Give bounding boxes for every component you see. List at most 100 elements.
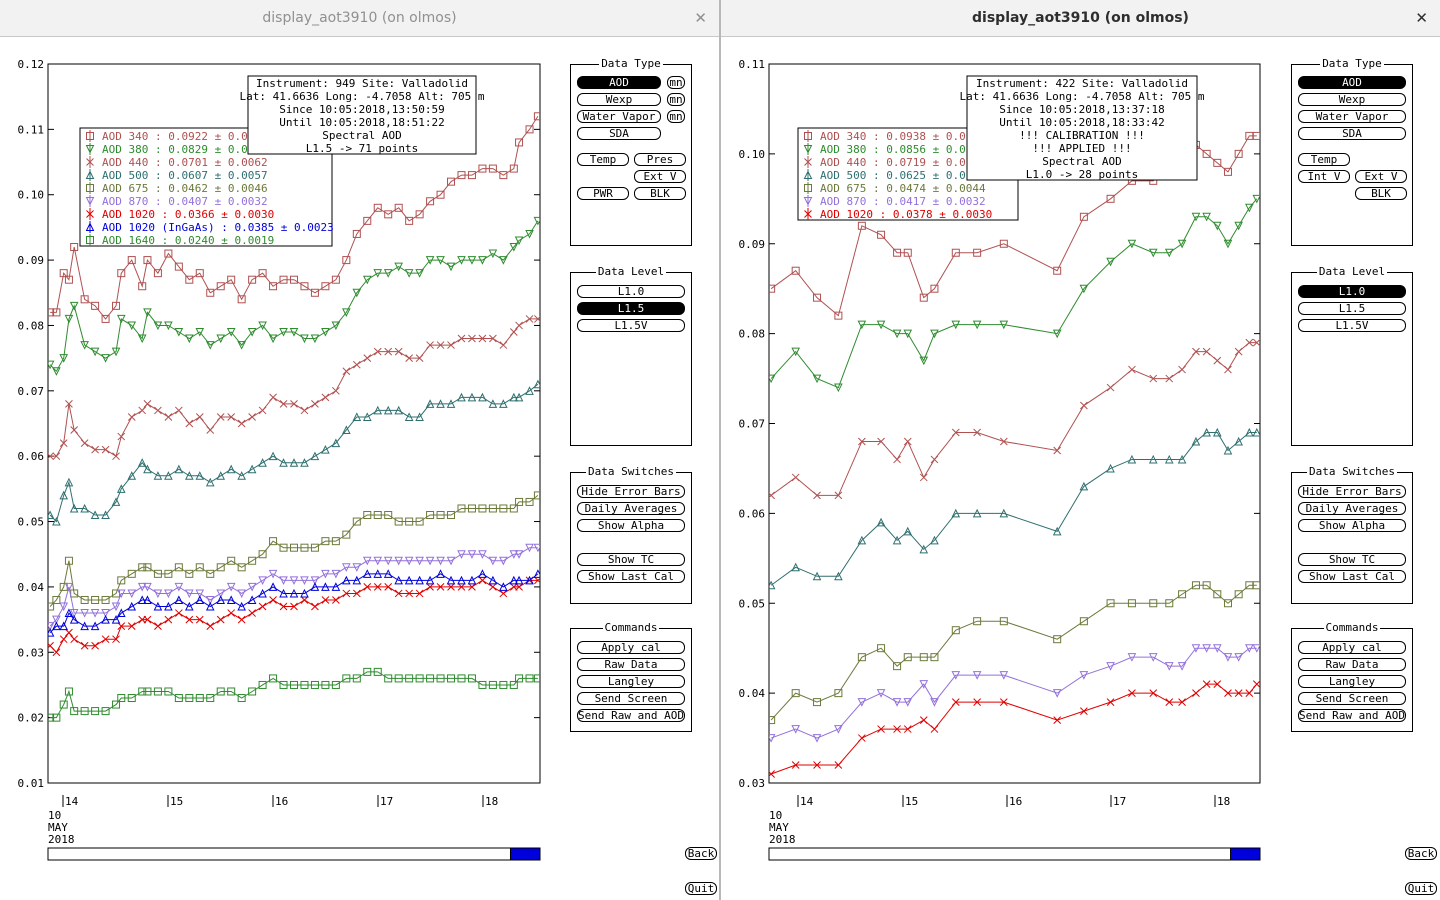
show-last-cal-button[interactable]: Show Last Cal [1298, 570, 1406, 583]
data-point [999, 671, 1009, 680]
sda-button[interactable]: SDA [577, 127, 661, 140]
y-tick-label: 0.02 [18, 712, 45, 725]
info-line: Lat: 41.6636 Long: -4.7058 Alt: 705 m [239, 90, 484, 103]
raw-data-button[interactable]: Raw Data [1298, 658, 1406, 671]
send-raw-and-aod-button[interactable]: Send Raw and AOD [1298, 709, 1406, 722]
data-point [195, 589, 205, 599]
data-point [268, 582, 278, 591]
level-l15v-button[interactable]: L1.5V [577, 319, 685, 332]
data-point [268, 569, 278, 579]
langley-button[interactable]: Langley [1298, 675, 1406, 688]
data-point [127, 471, 137, 480]
langley-button[interactable]: Langley [577, 675, 685, 688]
data-point [52, 713, 61, 722]
info-line: !!! APPLIED !!! [1032, 142, 1131, 155]
level-l10-button[interactable]: L1.0 [1298, 285, 1406, 298]
data-point [1128, 689, 1136, 697]
aod-button[interactable]: AOD [577, 76, 661, 89]
show-last-cal-button[interactable]: Show Last Cal [577, 570, 685, 583]
data-point [533, 543, 540, 553]
ext-v-button[interactable]: Ext V [634, 170, 686, 183]
wexp-button[interactable]: Wexp [577, 93, 661, 106]
show-tc-button[interactable]: Show TC [1298, 553, 1406, 566]
water-vapor-mn-button[interactable]: mn [667, 110, 685, 123]
close-icon[interactable]: ✕ [1415, 9, 1428, 27]
blk-button[interactable]: BLK [1355, 187, 1407, 200]
data-point [384, 583, 393, 591]
data-point [1106, 194, 1115, 203]
pwr-button[interactable]: PWR [577, 187, 629, 200]
info-line: Instrument: 422 Site: Valladolid [976, 77, 1188, 90]
data-point [951, 508, 961, 518]
data-point [290, 543, 298, 552]
data-point [195, 471, 205, 480]
y-tick-label: 0.11 [739, 58, 766, 71]
data-point [525, 229, 534, 239]
water-vapor-button[interactable]: Water Vapor [1298, 110, 1406, 123]
aod-mn-button[interactable]: mn [667, 76, 685, 89]
temp-button[interactable]: Temp [1298, 153, 1350, 166]
back-button[interactable]: Back [1405, 847, 1437, 860]
hide-error-bars-button[interactable]: Hide Error Bars [1298, 485, 1406, 498]
send-screen-button[interactable]: Send Screen [1298, 692, 1406, 705]
back-button[interactable]: Back [685, 847, 717, 860]
level-l15-button[interactable]: L1.5 [1298, 302, 1406, 315]
data-point [405, 216, 414, 225]
temp-button[interactable]: Temp [577, 153, 629, 166]
data-point [227, 275, 236, 284]
level-l15-button[interactable]: L1.5 [577, 302, 685, 315]
data-point [90, 621, 100, 631]
data-point [342, 425, 351, 435]
data-point [1213, 590, 1222, 599]
water-vapor-button[interactable]: Water Vapor [577, 110, 661, 123]
window-titlebar[interactable]: display_aot3910 (on olmos) ✕ [0, 0, 719, 37]
int-v-button[interactable]: Int V [1298, 170, 1350, 183]
show-tc-button[interactable]: Show TC [577, 553, 685, 566]
data-point [137, 595, 147, 604]
data-point [154, 406, 162, 415]
quit-button[interactable]: Quit [1405, 882, 1437, 895]
data-point [279, 327, 288, 337]
data-point [903, 526, 913, 536]
hide-error-bars-button[interactable]: Hide Error Bars [577, 485, 685, 498]
data-point [1245, 644, 1254, 653]
send-raw-and-aod-button[interactable]: Send Raw and AOD [577, 709, 685, 722]
wexp-button[interactable]: Wexp [1298, 93, 1406, 106]
show-alpha-button[interactable]: Show Alpha [577, 519, 685, 532]
data-point [1212, 221, 1222, 231]
daily-averages-button[interactable]: Daily Averages [1298, 502, 1406, 515]
data-point [1106, 383, 1115, 392]
data-point [383, 405, 393, 415]
daily-averages-button[interactable]: Daily Averages [577, 502, 685, 515]
blk-button[interactable]: BLK [634, 187, 686, 200]
data-point [515, 497, 524, 506]
level-l15v-button[interactable]: L1.5V [1298, 319, 1406, 332]
pres-button[interactable]: Pres [634, 153, 686, 166]
apply-cal-button[interactable]: Apply cal [577, 641, 685, 654]
window-titlebar[interactable]: display_aot3910 (on olmos) ✕ [721, 0, 1440, 37]
data-point [195, 269, 204, 278]
data-point [1234, 221, 1243, 231]
data-point [1178, 365, 1186, 374]
aod-plot[interactable]: 0.03 0.04 0.05 0.06 0.07 0.08 0.09 0.10 0.11 14 15… [721, 36, 1440, 900]
data-point [216, 687, 225, 696]
sda-button[interactable]: SDA [1298, 127, 1406, 140]
data-point [405, 674, 414, 683]
send-screen-button[interactable]: Send Screen [577, 692, 685, 705]
wexp-mn-button[interactable]: mn [667, 93, 685, 106]
show-alpha-button[interactable]: Show Alpha [1298, 519, 1406, 532]
data-point [857, 320, 867, 330]
close-icon[interactable]: ✕ [694, 9, 707, 27]
data-point [478, 256, 487, 265]
quit-button[interactable]: Quit [685, 882, 717, 895]
aod-plot[interactable]: 0.01 0.02 0.03 0.04 0.05 0.06 0.07 0.08 0.09 0.10… [0, 36, 719, 900]
ext-v-button[interactable]: Ext V [1355, 170, 1407, 183]
apply-cal-button[interactable]: Apply cal [1298, 641, 1406, 654]
data-point [769, 770, 775, 778]
data-point [310, 288, 319, 297]
level-l10-button[interactable]: L1.0 [577, 285, 685, 298]
raw-data-button[interactable]: Raw Data [577, 658, 685, 671]
aod-button[interactable]: AOD [1298, 76, 1406, 89]
data-point [112, 635, 120, 644]
data-point [1252, 131, 1260, 140]
